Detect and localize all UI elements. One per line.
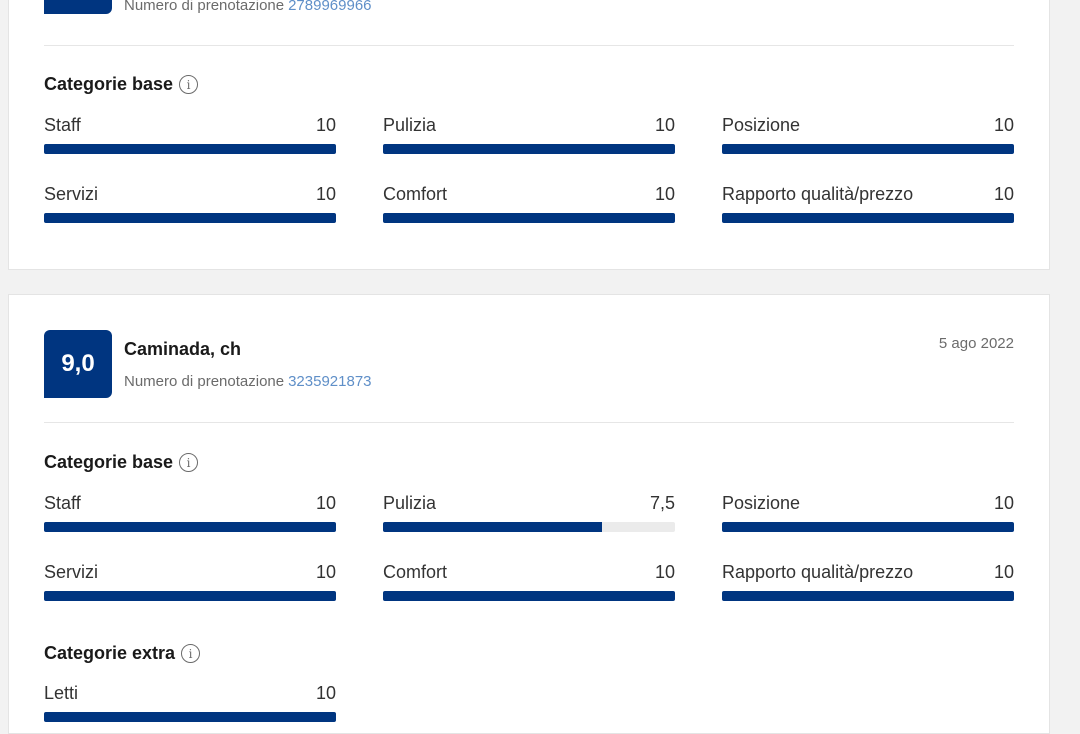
category-label: Staff — [44, 115, 81, 135]
category-posizione: Posizione 10 — [722, 493, 1014, 532]
score-badge — [44, 0, 112, 14]
score-bar — [383, 144, 675, 154]
score-bar-fill — [44, 213, 336, 223]
review-card: 9,0 Caminada, ch 5 ago 2022 Numero di pr… — [8, 294, 1050, 734]
booking-number-line: Numero di prenotazione 3235921873 — [124, 373, 372, 390]
category-label: Pulizia — [383, 493, 437, 513]
booking-number-link[interactable]: 3235921873 — [288, 373, 372, 390]
divider — [44, 422, 1014, 423]
score-bar — [383, 591, 675, 601]
category-label: Rapporto qualità/prezzo — [722, 562, 914, 582]
score-bar-fill — [383, 144, 675, 154]
score-bar-fill — [44, 522, 336, 532]
score-badge: 9,0 — [44, 330, 112, 398]
score-bar-fill — [44, 591, 336, 601]
score-bar-fill — [383, 591, 675, 601]
score-bar — [722, 213, 1014, 223]
section-title-text: Categorie base — [44, 74, 174, 94]
category-pulizia: Pulizia 10 — [383, 115, 675, 154]
category-value: 10 — [654, 184, 675, 204]
info-icon[interactable]: i — [181, 644, 201, 663]
category-value: 10 — [993, 115, 1014, 135]
category-staff: Staff 10 — [44, 115, 336, 154]
category-posizione: Posizione 10 — [722, 115, 1014, 154]
category-value: 10 — [993, 493, 1014, 513]
category-label: Comfort — [383, 184, 448, 204]
category-label: Comfort — [383, 562, 448, 582]
category-label: Letti — [44, 683, 79, 703]
score-bar-fill — [44, 712, 336, 722]
category-value: 10 — [315, 562, 336, 582]
info-icon[interactable]: i — [179, 453, 199, 472]
category-rapporto-qualita-prezzo: Rapporto qualità/prezzo 10 — [722, 184, 1014, 223]
section-title: Categorie extra i — [44, 643, 201, 664]
category-value: 10 — [315, 184, 336, 204]
score-bar — [44, 213, 336, 223]
score-bar — [383, 213, 675, 223]
score-bar — [383, 522, 675, 532]
category-letti: Letti 10 — [44, 683, 336, 722]
score-bar-fill — [383, 522, 602, 532]
category-value: 10 — [654, 115, 675, 135]
booking-label: Numero di prenotazione — [124, 373, 285, 390]
category-servizi: Servizi 10 — [44, 562, 336, 601]
booking-label: Numero di prenotazione — [124, 0, 285, 14]
booking-number-line: Numero di prenotazione 2789969966 — [124, 0, 372, 14]
score-bar-fill — [44, 144, 336, 154]
category-label: Pulizia — [383, 115, 437, 135]
section-title-text: Categorie extra — [44, 643, 176, 663]
category-staff: Staff 10 — [44, 493, 336, 532]
score-bar-fill — [722, 522, 1014, 532]
score-bar — [722, 144, 1014, 154]
category-label: Servizi — [44, 184, 99, 204]
category-label: Posizione — [722, 115, 801, 135]
category-value: 10 — [993, 184, 1014, 204]
review-card: Numero di prenotazione 2789969966 Categor… — [8, 0, 1050, 270]
score-bar-fill — [722, 144, 1014, 154]
category-label: Staff — [44, 493, 81, 513]
category-value: 10 — [315, 683, 336, 703]
section-title: Categorie base i — [44, 452, 199, 473]
section-title-text: Categorie base — [44, 452, 174, 472]
score-bar — [722, 522, 1014, 532]
category-servizi: Servizi 10 — [44, 184, 336, 223]
category-label: Rapporto qualità/prezzo — [722, 184, 914, 204]
score-bar — [44, 591, 336, 601]
guest-name: Caminada, ch — [124, 339, 242, 359]
category-value: 7,5 — [649, 493, 675, 513]
score-bar — [44, 144, 336, 154]
category-comfort: Comfort 10 — [383, 184, 675, 223]
section-title: Categorie base i — [44, 74, 199, 95]
category-value: 10 — [315, 115, 336, 135]
category-label: Posizione — [722, 493, 801, 513]
score-bar-fill — [722, 591, 1014, 601]
category-value: 10 — [993, 562, 1014, 582]
category-value: 10 — [654, 562, 675, 582]
score-bar-fill — [383, 213, 675, 223]
review-date: 5 ago 2022 — [938, 335, 1014, 352]
score-bar-fill — [722, 213, 1014, 223]
category-comfort: Comfort 10 — [383, 562, 675, 601]
divider — [44, 45, 1014, 46]
booking-number-link[interactable]: 2789969966 — [288, 0, 372, 14]
category-value: 10 — [315, 493, 336, 513]
score-bar — [722, 591, 1014, 601]
info-icon[interactable]: i — [179, 75, 199, 94]
category-label: Servizi — [44, 562, 99, 582]
score-bar — [44, 712, 336, 722]
category-pulizia: Pulizia 7,5 — [383, 493, 675, 532]
category-rapporto-qualita-prezzo: Rapporto qualità/prezzo 10 — [722, 562, 1014, 601]
score-bar — [44, 522, 336, 532]
